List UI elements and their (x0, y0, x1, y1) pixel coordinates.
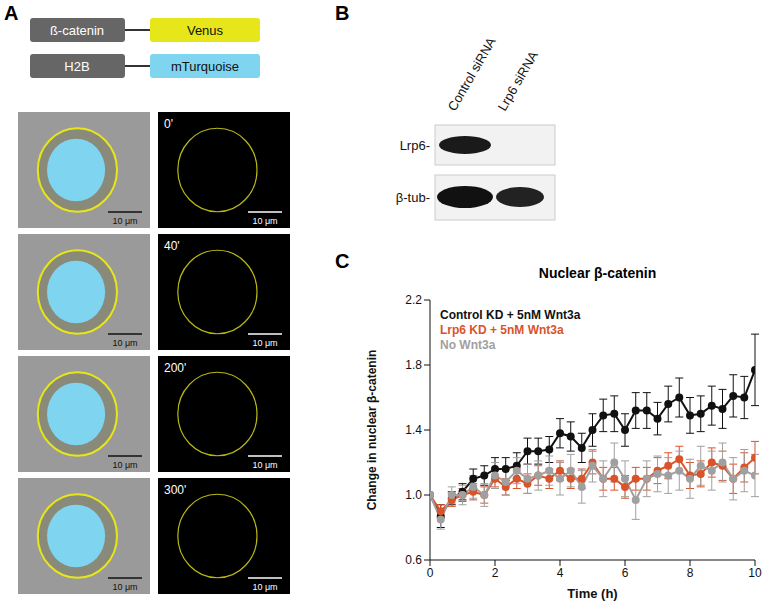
svg-text:Lrp6-: Lrp6- (400, 138, 430, 153)
svg-text:10 μm: 10 μm (252, 338, 277, 348)
svg-text:8: 8 (687, 566, 694, 580)
svg-text:10 μm: 10 μm (112, 338, 137, 348)
svg-text:Lrp6 siRNA: Lrp6 siRNA (495, 48, 541, 113)
html-text:Nuclear β-catenin: Nuclear β-catenin (538, 265, 657, 281)
svg-text:mTurquoise: mTurquoise (171, 59, 239, 74)
svg-text:10 μm: 10 μm (112, 582, 137, 592)
svg-text:0': 0' (164, 117, 173, 131)
html-text:C: C (335, 250, 350, 272)
html-text:No Wnt3a: No Wnt3a (440, 338, 496, 352)
svg-text:2.2: 2.2 (405, 293, 422, 307)
svg-text:2: 2 (492, 566, 499, 580)
svg-text:200': 200' (164, 361, 186, 375)
svg-text:10 μm: 10 μm (112, 460, 137, 470)
html-text:B: B (335, 2, 350, 24)
svg-text:4: 4 (557, 566, 564, 580)
svg-text:10 μm: 10 μm (252, 460, 277, 470)
svg-text:300': 300' (164, 483, 186, 497)
svg-text:0: 0 (427, 566, 434, 580)
svg-text:1.0: 1.0 (405, 488, 422, 502)
svg-text:10 μm: 10 μm (252, 216, 277, 226)
svg-text:Control siRNA: Control siRNA (445, 34, 499, 113)
svg-text:Change in nuclear β-catenin: Change in nuclear β-catenin (365, 350, 379, 511)
html-text:Control KD + 5nM Wnt3a: Control KD + 5nM Wnt3a (440, 308, 581, 322)
svg-text:1.8: 1.8 (405, 358, 422, 372)
svg-text:Time (h): Time (h) (567, 586, 617, 601)
svg-text:ß-catenin: ß-catenin (50, 23, 104, 38)
svg-text:10 μm: 10 μm (252, 582, 277, 592)
html-text:Lrp6 KD + 5nM Wnt3a: Lrp6 KD + 5nM Wnt3a (440, 323, 564, 337)
svg-text:40': 40' (164, 239, 180, 253)
svg-text:10: 10 (748, 566, 762, 580)
html-text:A: A (4, 2, 19, 24)
svg-text:H2B: H2B (64, 59, 89, 74)
svg-text:0.6: 0.6 (405, 553, 422, 567)
svg-text:1.4: 1.4 (405, 423, 422, 437)
svg-text:β-tub-: β-tub- (396, 190, 430, 205)
svg-text:Venus: Venus (187, 23, 224, 38)
svg-text:6: 6 (622, 566, 629, 580)
svg-text:10 μm: 10 μm (112, 216, 137, 226)
